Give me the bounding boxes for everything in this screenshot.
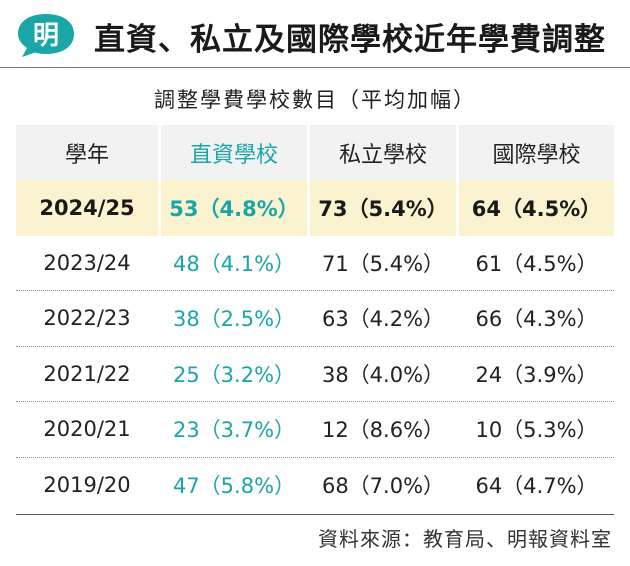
private-cell: 38（4.0%） (310, 346, 459, 401)
source-note: 資料來源：教育局、明報資料室 (318, 527, 612, 551)
footer-divider (16, 514, 614, 515)
private-cell: 73（5.4%） (310, 180, 459, 236)
logo-text: 明 (33, 21, 59, 51)
dss-cell: 38（2.5%） (161, 291, 310, 346)
international-cell: 24（3.9%） (475, 362, 598, 387)
table-row: 2022/23 38（2.5%） 63（4.2%） 66（4.3%） (16, 291, 614, 347)
private-cell: 68（7.0%） (310, 457, 459, 513)
private-cell: 12（8.6%） (310, 402, 459, 457)
year-cell: 2024/25 (16, 180, 161, 236)
dss-cell: 25（3.2%） (161, 346, 310, 401)
table-header-row: 學年 直資學校 私立學校 國際學校 (16, 125, 614, 180)
international-cell: 64（4.5%） (471, 196, 602, 221)
table-row: 2021/22 25（3.2%） 38（4.0%） 24（3.9%） (16, 346, 614, 402)
table-row: 2020/21 23（3.7%） 12（8.6%） 10（5.3%） (16, 402, 614, 458)
column-header-dss: 直資學校 (161, 125, 310, 180)
international-cell: 61（4.5%） (475, 251, 598, 276)
dss-cell: 47（5.8%） (161, 457, 310, 513)
table-row: 2023/24 48（4.1%） 71（5.4%） 61（4.5%） (16, 235, 614, 291)
header: 明 直資、私立及國際學校近年學費調整 (0, 0, 630, 72)
page-title: 直資、私立及國際學校近年學費調整 (94, 22, 606, 58)
international-cell: 10（5.3%） (475, 418, 598, 443)
fee-table: 學年 直資學校 私立學校 國際學校 2024/25 53（4.8%） 73（5.… (16, 125, 614, 513)
international-cell: 66（4.3%） (475, 307, 598, 332)
year-cell: 2019/20 (16, 457, 161, 513)
private-cell: 63（4.2%） (310, 291, 459, 346)
year-cell: 2021/22 (16, 346, 161, 401)
table-row: 2019/20 47（5.8%） 68（7.0%） 64（4.7%） (16, 457, 614, 513)
table-row: 2024/25 53（4.8%） 73（5.4%） 64（4.5%） (16, 180, 614, 236)
dss-cell: 48（4.1%） (161, 235, 310, 290)
column-header-international: 國際學校 (459, 125, 614, 180)
header-divider (0, 67, 630, 68)
column-header-year: 學年 (16, 125, 161, 180)
table-subtitle: 調整學費學校數目（平均加幅） (154, 88, 476, 112)
private-cell: 71（5.4%） (310, 235, 459, 290)
year-cell: 2023/24 (16, 235, 161, 290)
ming-pao-logo: 明 (18, 14, 74, 57)
column-header-private: 私立學校 (310, 125, 459, 180)
dss-cell: 23（3.7%） (161, 402, 310, 457)
year-cell: 2020/21 (16, 402, 161, 457)
dss-cell: 53（4.8%） (161, 180, 310, 236)
year-cell: 2022/23 (16, 291, 161, 346)
international-cell: 64（4.7%） (475, 474, 598, 499)
